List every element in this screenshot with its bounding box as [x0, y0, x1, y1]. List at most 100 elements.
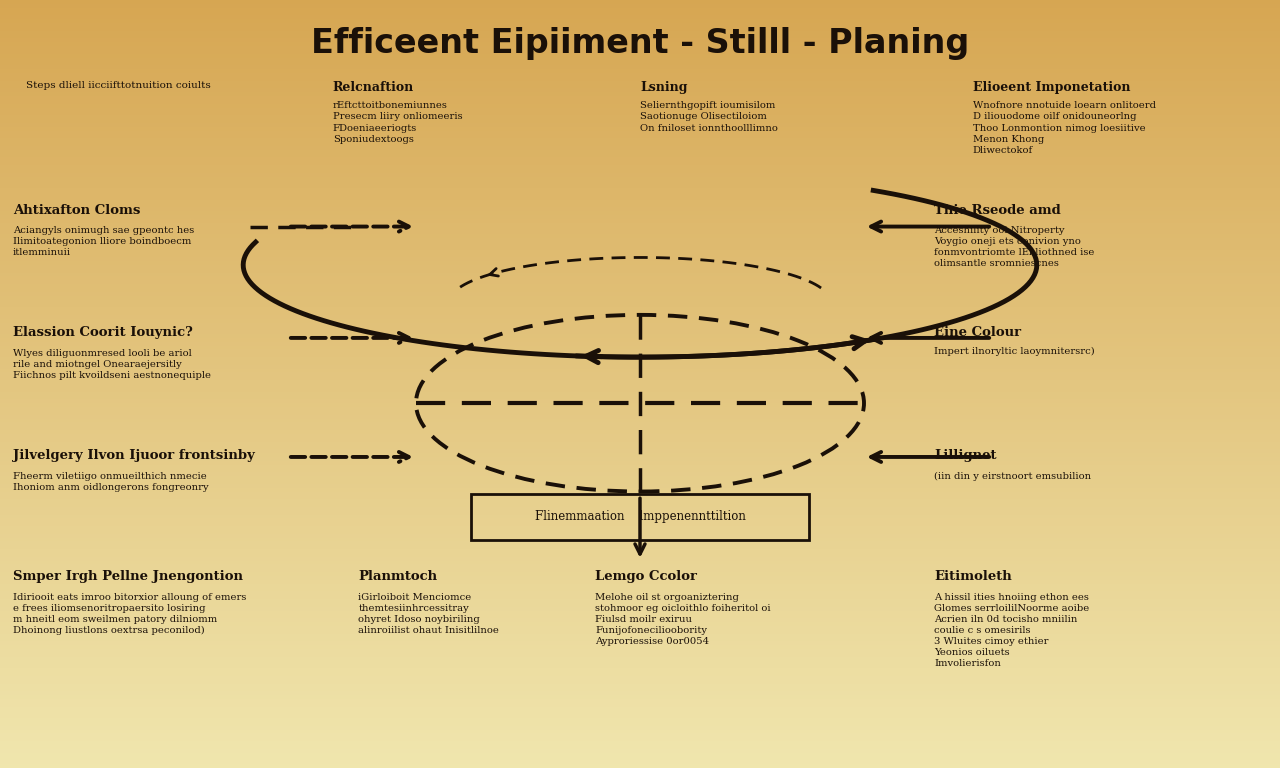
Bar	[0, 691, 1280, 695]
Bar	[0, 584, 1280, 588]
Bar	[0, 384, 1280, 388]
Bar	[0, 12, 1280, 15]
Bar	[0, 442, 1280, 445]
Bar	[0, 749, 1280, 753]
Bar	[0, 234, 1280, 238]
Bar	[0, 27, 1280, 31]
Bar	[0, 434, 1280, 438]
Text: Fheerm viletiigo onmueilthich nmecie
Ihoniom anm oidlongerons fongreonry: Fheerm viletiigo onmueilthich nmecie Iho…	[13, 472, 209, 492]
Text: Acceshility ooi Nitroperty
Voygio oneji ets conivion yno
fonmvontriomte lEl liot: Acceshility ooi Nitroperty Voygio oneji …	[934, 226, 1094, 268]
Bar	[0, 645, 1280, 649]
Bar	[0, 499, 1280, 503]
Bar	[0, 250, 1280, 253]
Bar	[0, 733, 1280, 737]
Bar	[0, 346, 1280, 349]
Bar	[0, 253, 1280, 257]
Bar	[0, 599, 1280, 603]
Bar	[0, 614, 1280, 618]
Bar	[0, 123, 1280, 127]
Text: Thie Rseode amd: Thie Rseode amd	[934, 204, 1061, 217]
Bar	[0, 472, 1280, 476]
Bar	[0, 303, 1280, 307]
Bar	[0, 699, 1280, 703]
Text: Wnofnore nnotuide loearn onlitoerd
D iliouodome oilf onidouneorlng
Thoo Lonmonti: Wnofnore nnotuide loearn onlitoerd D ili…	[973, 101, 1156, 155]
Bar	[0, 392, 1280, 396]
Bar	[0, 695, 1280, 699]
Bar	[0, 526, 1280, 530]
Bar	[0, 127, 1280, 131]
Text: rEftcttoitbonemiunnes
Presecm liiry onliomeeris
FDoeniaeeriogts
Sponiudextoogs: rEftcttoitbonemiunnes Presecm liiry onli…	[333, 101, 462, 144]
Bar	[0, 530, 1280, 534]
Text: A hissil ities hnoiing ethon ees
Glomes serrloililNoorme aoibe
Acrien iln 0d toc: A hissil ities hnoiing ethon ees Glomes …	[934, 593, 1089, 668]
Bar	[0, 330, 1280, 334]
Bar	[0, 664, 1280, 668]
Bar	[0, 261, 1280, 265]
Bar	[0, 311, 1280, 315]
Bar	[0, 165, 1280, 169]
Bar	[0, 23, 1280, 27]
Bar	[0, 4, 1280, 8]
Bar	[0, 626, 1280, 630]
Bar	[0, 561, 1280, 564]
Bar	[0, 180, 1280, 184]
Bar	[0, 169, 1280, 173]
Bar	[0, 634, 1280, 637]
Bar	[0, 576, 1280, 580]
Bar	[0, 591, 1280, 595]
Bar	[0, 88, 1280, 92]
Bar	[0, 580, 1280, 584]
Text: Jilvelgery Ilvon Ijuoor frontsinby: Jilvelgery Ilvon Ijuoor frontsinby	[13, 449, 255, 462]
Bar	[0, 660, 1280, 664]
Bar	[0, 35, 1280, 38]
Bar	[0, 538, 1280, 541]
Bar	[0, 553, 1280, 557]
Bar	[0, 134, 1280, 138]
Bar	[0, 653, 1280, 657]
Bar	[0, 207, 1280, 211]
Bar	[0, 376, 1280, 380]
Bar	[0, 687, 1280, 691]
Bar	[0, 641, 1280, 645]
Bar	[0, 315, 1280, 319]
Bar	[0, 369, 1280, 372]
Bar	[0, 146, 1280, 150]
Bar	[0, 488, 1280, 492]
Text: Seliernthgopift ioumisilom
Saotionuge Olisectiloiom
On fniloset ionnthoolllimno: Seliernthgopift ioumisilom Saotionuge Ol…	[640, 101, 778, 133]
Bar	[0, 668, 1280, 672]
Bar	[0, 764, 1280, 768]
Text: Relcnaftion: Relcnaftion	[333, 81, 413, 94]
Bar	[0, 131, 1280, 134]
Text: Melohe oil st orgoaniztering
stohmoor eg oicloithlo foiheritol oi
Fiulsd moilr e: Melohe oil st orgoaniztering stohmoor eg…	[595, 593, 771, 647]
Bar	[0, 722, 1280, 726]
Bar	[0, 238, 1280, 242]
Bar	[0, 292, 1280, 296]
Bar	[0, 161, 1280, 165]
Bar	[0, 223, 1280, 227]
Bar	[0, 737, 1280, 741]
Bar	[0, 568, 1280, 572]
Bar	[0, 399, 1280, 403]
Bar	[0, 65, 1280, 69]
Bar	[0, 184, 1280, 188]
Bar	[0, 92, 1280, 96]
Bar	[0, 465, 1280, 468]
Bar	[0, 649, 1280, 653]
Bar	[0, 280, 1280, 284]
Bar	[0, 173, 1280, 177]
Bar	[0, 710, 1280, 714]
Bar	[0, 407, 1280, 411]
Bar	[0, 42, 1280, 46]
Bar	[0, 192, 1280, 196]
Bar	[0, 150, 1280, 154]
Bar	[0, 588, 1280, 591]
Bar	[0, 319, 1280, 323]
Bar	[0, 415, 1280, 419]
Text: Lemgo Ccolor: Lemgo Ccolor	[595, 570, 698, 583]
Bar	[0, 557, 1280, 561]
Bar	[0, 115, 1280, 119]
Text: Flinemmaation    lmppenennttiltion: Flinemmaation lmppenennttiltion	[535, 511, 745, 523]
Bar	[0, 273, 1280, 276]
Bar	[0, 227, 1280, 230]
Bar	[0, 269, 1280, 273]
Bar	[0, 549, 1280, 553]
